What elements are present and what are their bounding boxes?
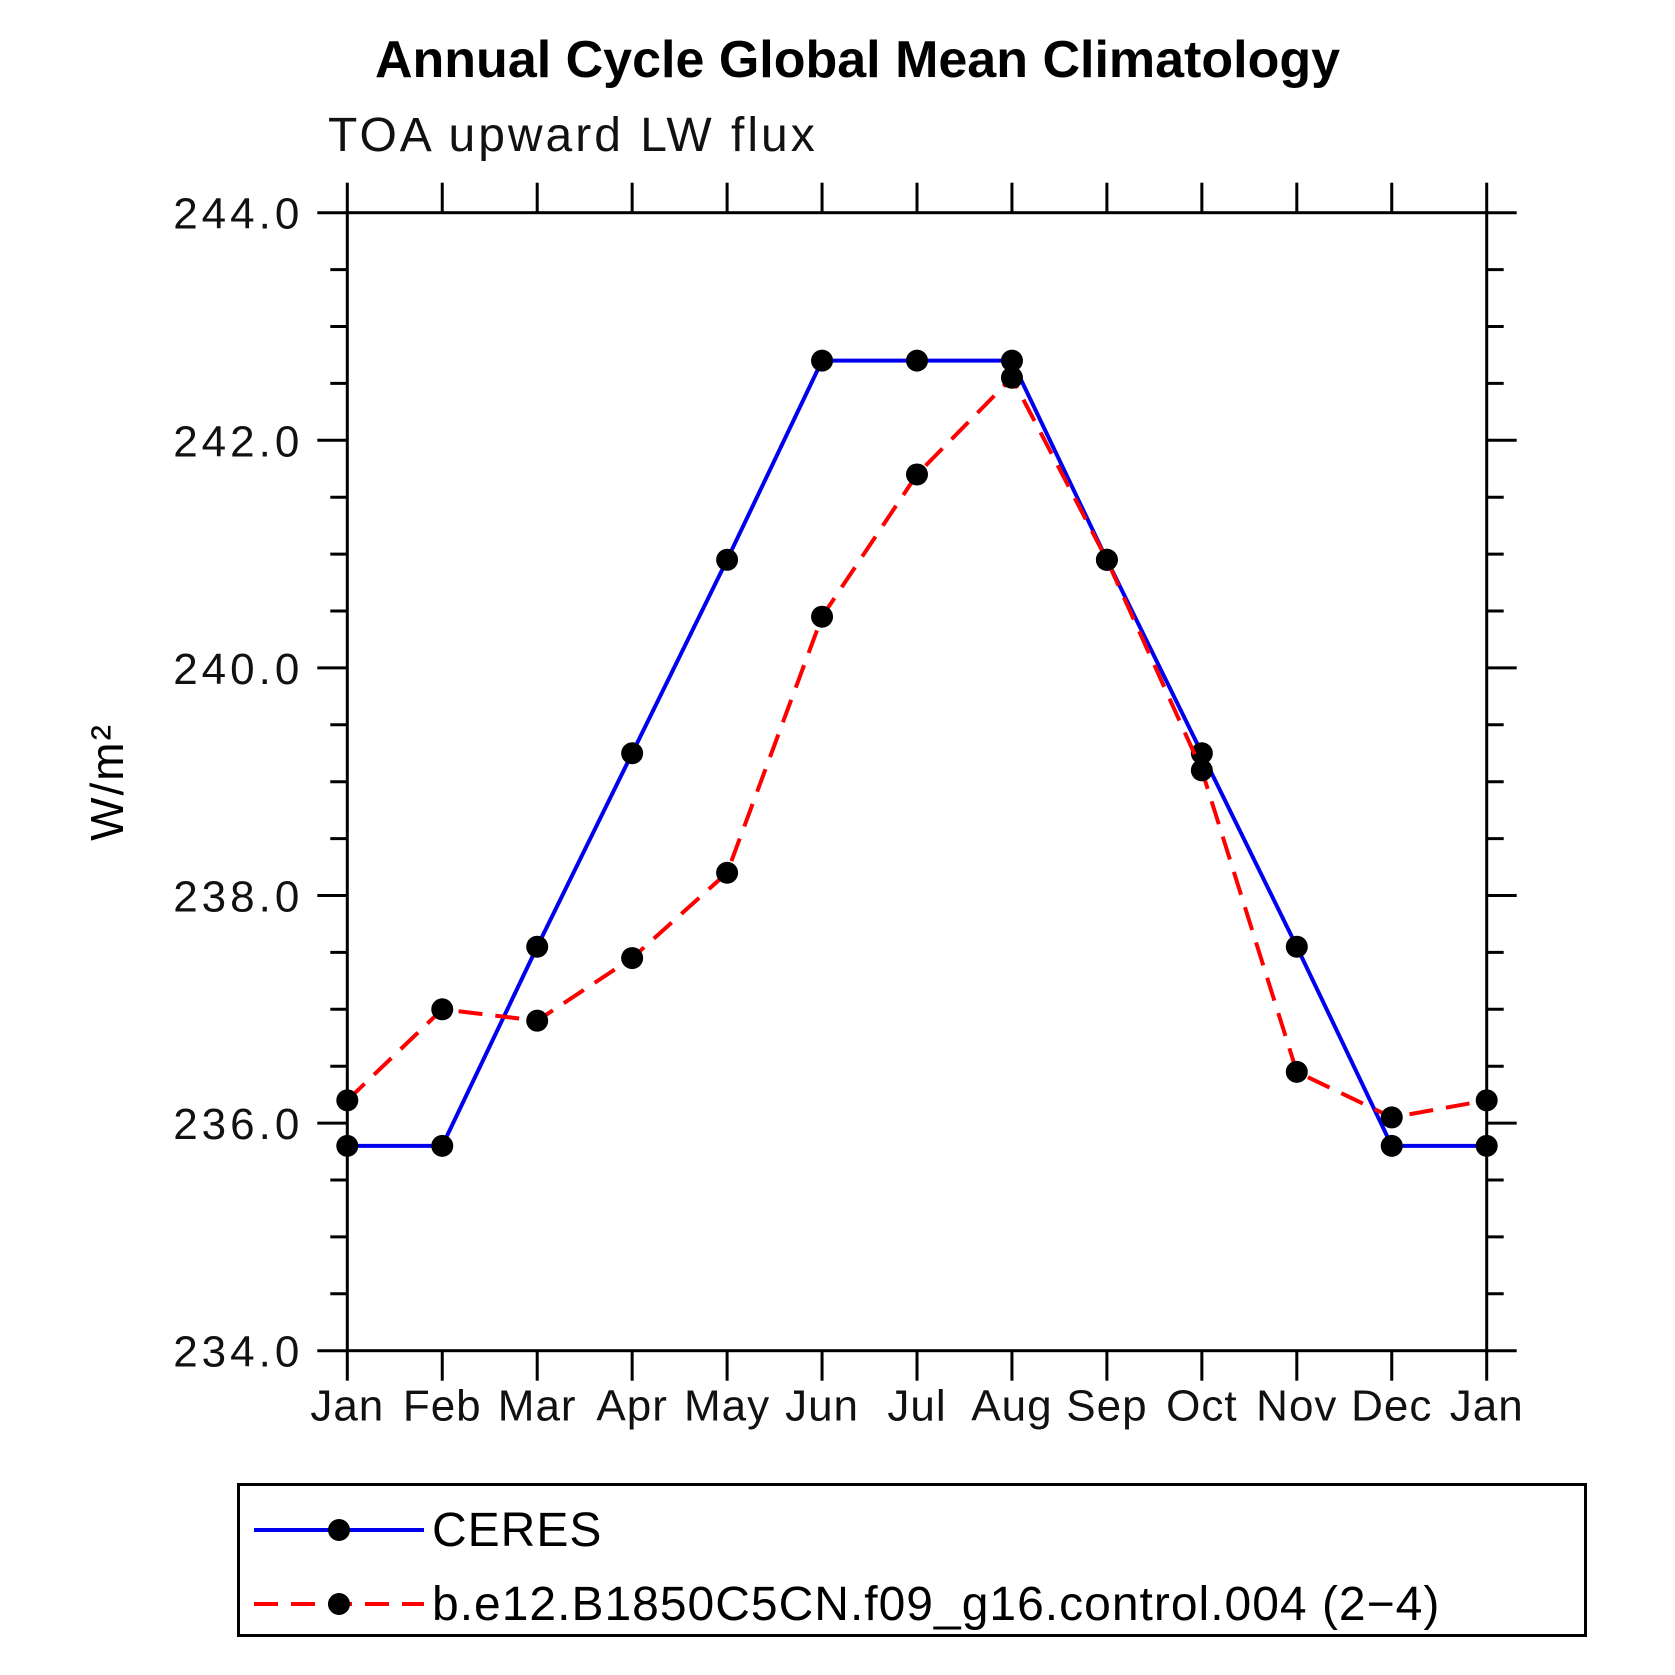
data-point-model-Dec (1380, 1106, 1403, 1129)
data-point-ceres-Jun (811, 349, 834, 372)
y-axis-tick-label: 242.0 (173, 417, 303, 466)
data-point-ceres-Aug (1000, 349, 1023, 372)
legend-label-ceres: CERES (432, 1503, 603, 1557)
data-point-model-Jan (1475, 1089, 1498, 1112)
data-point-model-Apr (621, 947, 644, 970)
x-axis-month-label: Dec (1351, 1382, 1432, 1431)
data-point-ceres-Jul (906, 349, 928, 372)
data-point-ceres-Oct (1190, 742, 1213, 765)
y-axis-tick-label: 240.0 (173, 645, 303, 694)
data-point-model-Nov (1285, 1060, 1308, 1083)
x-axis-month-label: Feb (403, 1382, 482, 1431)
y-axis-tick-label: 244.0 (173, 190, 303, 239)
data-point-ceres-Jan (336, 1134, 359, 1157)
x-axis-month-label: Nov (1256, 1382, 1337, 1431)
data-point-ceres-Jan (1475, 1134, 1498, 1157)
data-point-model-Oct (1190, 759, 1213, 782)
series-line-model (345, 374, 1488, 1120)
chart-subtitle: TOA upward LW flux (328, 109, 818, 162)
legend-entry-ceres: CERES (254, 1500, 602, 1560)
x-axis-month-label: Aug (971, 1382, 1052, 1431)
data-point-model-Jan (336, 1089, 359, 1112)
data-point-model-Aug (1000, 366, 1023, 389)
legend-label-model: b.e12.B1850C5CN.f09_g16.control.004 (2−4… (432, 1577, 1441, 1631)
data-point-ceres-Dec (1380, 1134, 1403, 1157)
model-line-sample-icon (254, 1593, 424, 1615)
y-axis-tick-label: 236.0 (173, 1100, 303, 1149)
x-axis-month-label: May (684, 1382, 770, 1431)
ceres-line-sample-icon (254, 1519, 424, 1541)
x-axis-month-label: Jan (1450, 1382, 1524, 1431)
y-axis-tick-label: 234.0 (173, 1328, 303, 1377)
x-axis-month-label: Jul (887, 1382, 946, 1431)
x-axis-month-label: Jan (310, 1382, 384, 1431)
x-axis-month-label: Sep (1066, 1382, 1147, 1431)
data-point-ceres-May (716, 548, 739, 571)
data-point-model-May (716, 861, 739, 884)
data-point-model-Feb (431, 998, 454, 1021)
data-point-ceres-Mar (526, 935, 549, 958)
data-point-model-Sep (1095, 548, 1118, 571)
data-point-model-Jul (906, 463, 928, 486)
data-point-ceres-Nov (1285, 935, 1308, 958)
ceres-sample-marker-icon (328, 1519, 350, 1541)
data-point-ceres-Apr (621, 742, 644, 765)
model-sample-marker-icon (328, 1593, 350, 1615)
x-axis-month-label: Apr (596, 1382, 667, 1431)
chart-title: Annual Cycle Global Mean Climatology (374, 31, 1341, 89)
data-point-ceres-Feb (431, 1134, 454, 1157)
x-axis-month-label: Mar (498, 1382, 577, 1431)
y-axis-tick-label: 238.0 (173, 873, 303, 922)
legend-entry-model: b.e12.B1850C5CN.f09_g16.control.004 (2−4… (254, 1574, 1440, 1634)
data-point-model-Mar (526, 1009, 549, 1032)
plot-frame (345, 211, 1489, 1353)
x-axis-month-label: Oct (1166, 1382, 1237, 1431)
legend: CERES b.e12.B1850C5CN.f09_g16.control.00… (237, 1483, 1587, 1637)
data-point-model-Jun (811, 605, 834, 628)
x-axis-month-label: Jun (785, 1382, 859, 1431)
